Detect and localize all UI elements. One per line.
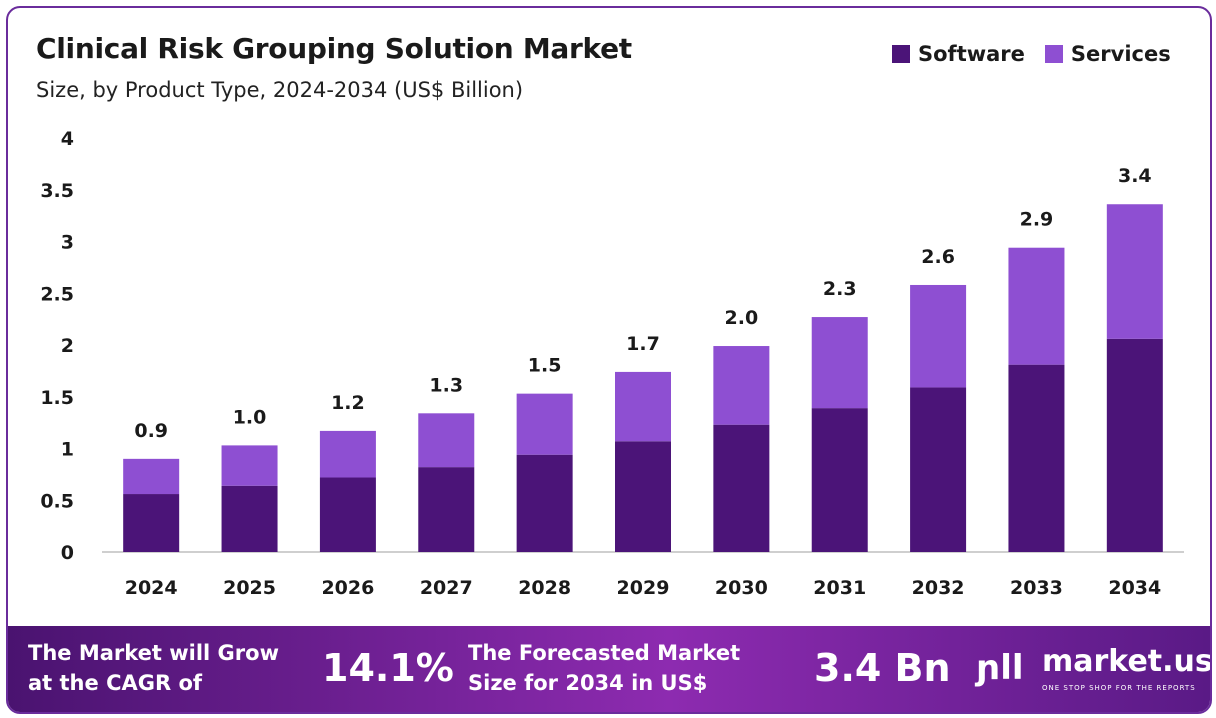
bar-software-2033 [1008,364,1065,552]
x-tick-label-2031: 2031 [813,577,866,599]
y-tick-label: 1 [61,439,74,461]
bar-services-2031 [811,317,868,409]
x-tick-label-2026: 2026 [321,577,374,599]
cagr-text-line2: at the CAGR of [28,671,203,695]
chart-frame: Clinical Risk Grouping Solution Market S… [6,6,1212,714]
legend-label-services: Services [1070,42,1171,66]
x-tick-label-2032: 2032 [912,577,965,599]
total-label-2029: 1.7 [626,333,660,355]
total-label-2034: 3.4 [1118,165,1152,187]
legend-swatch-software [892,45,910,63]
legend-item-services: Services [1044,42,1171,66]
bar-software-2027 [418,467,475,552]
total-label-2031: 2.3 [823,278,857,300]
y-tick-label: 3 [61,232,74,254]
cagr-value: 14.1% [322,646,454,690]
bar-software-2030 [713,424,770,552]
bar-chart: 0 0.5 1 1.5 2 2.5 3 3.5 4 0.9 2024 1.0 2025 1.2 2026 1.… [40,128,1184,599]
bar-software-2026 [319,477,376,552]
forecast-text-line1: The Forecasted Market [468,641,741,665]
y-tick-label: 4 [61,128,74,150]
x-tick-label-2033: 2033 [1010,577,1063,599]
x-tick-label-2024: 2024 [125,577,178,599]
y-tick-label: 2.5 [40,283,74,305]
total-label-2025: 1.0 [233,406,267,428]
total-label-2028: 1.5 [528,355,562,377]
total-label-2024: 0.9 [134,420,168,442]
y-tick-label: 1.5 [40,387,74,409]
bar-software-2034 [1106,338,1163,552]
bar-services-2025 [221,445,278,486]
total-label-2026: 1.2 [331,392,365,414]
y-tick-label: 3.5 [40,180,74,202]
x-tick-label-2027: 2027 [420,577,473,599]
x-tick-label-2028: 2028 [518,577,571,599]
bar-services-2024 [123,458,180,495]
logo-name: market.us [1042,644,1212,679]
forecast-text: The Forecasted Market Size for 2034 in U… [468,638,740,698]
x-tick-label-2030: 2030 [715,577,768,599]
x-tick-label-2025: 2025 [223,577,276,599]
forecast-value: 3.4 Bn [814,646,951,690]
bar-software-2032 [910,387,967,552]
bar-software-2024 [123,494,180,552]
bar-services-2026 [319,430,376,478]
bar-software-2025 [221,485,278,552]
legend-item-software: Software [892,42,1025,66]
chart-subtitle: Size, by Product Type, 2024-2034 (US$ Bi… [36,78,524,102]
cagr-text-line1: The Market will Grow [28,641,279,665]
bar-services-2033 [1008,247,1065,365]
chart-legend: Software Services [892,42,1171,66]
y-tick-label: 0 [61,542,74,564]
forecast-text-line2: Size for 2034 in US$ [468,671,708,695]
bar-services-2029 [615,371,671,442]
total-label-2033: 2.9 [1020,209,1054,231]
y-tick-label: 0.5 [40,490,74,512]
legend-swatch-services [1044,45,1063,63]
bar-services-2030 [713,346,770,425]
bar-services-2032 [910,284,967,388]
logo-icon: ɲll [976,648,1024,688]
bar-software-2029 [615,441,671,552]
bar-services-2034 [1106,204,1163,339]
bar-software-2031 [811,408,868,552]
chart-title: Clinical Risk Grouping Solution Market [36,32,632,65]
summary-banner: The Market will Grow at the CAGR of 14.1… [8,626,1210,712]
total-label-2032: 2.6 [921,246,955,268]
bar-services-2027 [418,413,475,468]
x-tick-label-2034: 2034 [1108,577,1161,599]
total-label-2030: 2.0 [725,307,759,329]
bar-software-2028 [516,454,573,552]
x-tick-label-2029: 2029 [617,577,670,599]
logo-tagline: ONE STOP SHOP FOR THE REPORTS [1042,684,1196,692]
cagr-text: The Market will Grow at the CAGR of [28,638,279,698]
total-label-2027: 1.3 [429,374,463,396]
y-tick-label: 2 [61,335,74,357]
legend-label-software: Software [918,42,1025,66]
bar-services-2028 [516,393,573,455]
